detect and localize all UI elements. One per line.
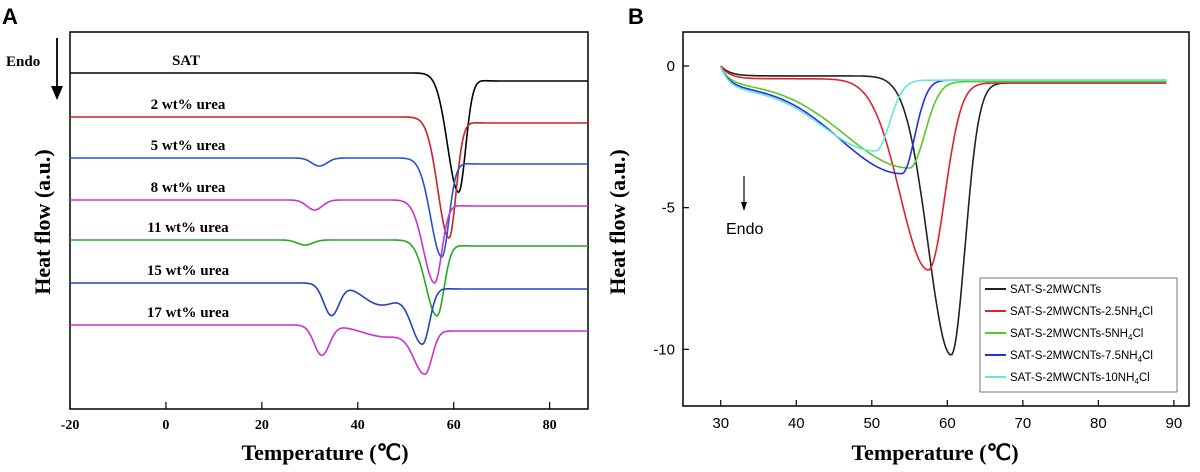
panel-a-plot-frame — [69, 31, 589, 410]
panel-b-legend-label: SAT-S-2MWCNTs-7.5NH4Cl — [1010, 350, 1153, 364]
panel-b-legend-label: SAT-S-2MWCNTs-5NH4Cl — [1010, 328, 1143, 342]
panel-b-legend-label: SAT-S-2MWCNTs — [1010, 284, 1101, 296]
panel-a-curve-line — [70, 282, 588, 346]
panel-a-letter: A — [2, 4, 18, 29]
panel-a-curve-line — [70, 116, 588, 240]
panel-a-curve-line — [70, 72, 588, 194]
panel-a-endo-arrow-icon — [51, 86, 63, 100]
panel-b-curve-line — [720, 65, 1167, 271]
panel-a-curve-label: 15 wt% urea — [147, 263, 230, 279]
panel-a-curve-line — [70, 199, 588, 284]
panel-a-x-tick-label: 20 — [255, 418, 269, 433]
panel-b-y-tick-label: 0 — [667, 58, 675, 75]
panel-a-curve-label: 17 wt% urea — [147, 305, 230, 321]
panel-a-curve-line — [70, 157, 588, 259]
panel-a-endo-label: Endo — [6, 54, 40, 70]
panel-b-x-axis-label: Temperature (℃) — [851, 440, 1018, 465]
panel-b-y-tick-label: -10 — [653, 341, 675, 358]
panel-b-plot-frame — [682, 31, 1190, 407]
panel-a-curve-line — [70, 239, 588, 317]
panel-a-curve-label: SAT — [172, 53, 200, 69]
panel-b-y-tick-label: -5 — [662, 200, 675, 217]
panel-b-x-tick-label: 80 — [1090, 415, 1107, 432]
panel-a-x-tick-label: 0 — [162, 418, 169, 433]
panel-a-curve-label: 8 wt% urea — [151, 180, 226, 196]
panel-b-x-tick-label: 40 — [788, 415, 805, 432]
panel-b-x-tick-label: 70 — [1015, 415, 1032, 432]
panel-a-x-tick-label: 80 — [543, 418, 557, 433]
panel-b-legend-label: SAT-S-2MWCNTs-10NH4Cl — [1010, 372, 1150, 386]
panel-b-endo-arrow-icon — [741, 202, 747, 211]
panel-b-x-tick-label: 30 — [712, 415, 729, 432]
panel-b-legend-box — [979, 277, 1178, 393]
panel-a-curve-label: 2 wt% urea — [151, 97, 226, 113]
panel-a-curve-label: 5 wt% urea — [151, 138, 226, 154]
panel-a-x-tick-label: 60 — [447, 418, 461, 433]
panel-a-x-ticks: -20 0 20 40 60 80 — [61, 402, 557, 433]
panel-a-x-tick-label: -20 — [61, 418, 80, 433]
panel-a-y-axis-label: Heat flow (a.u.) — [30, 149, 55, 294]
panel-b-curve-line — [720, 66, 1167, 169]
panel-b-endo-label: Endo — [726, 221, 763, 238]
panel-b-x-tick-label: 60 — [939, 415, 956, 432]
panel-a-x-axis-label: Temperature (℃) — [241, 440, 408, 465]
panel-b-y-axis-label: Heat flow (a.u.) — [605, 149, 630, 294]
panel-b-legend: SAT-S-2MWCNTs SAT-S-2MWCNTs-2.5NH4Cl SAT-S… — [979, 277, 1178, 393]
panel-a-x-tick-label: 40 — [351, 418, 365, 433]
panel-b-legend-label: SAT-S-2MWCNTs-2.5NH4Cl — [1010, 306, 1153, 320]
panel-a-curve-line — [70, 324, 588, 376]
panel-a-curve-labels: SAT 2 wt% urea 5 wt% urea 8 wt% urea 11 wt% … — [147, 53, 230, 321]
panel-a-curve-label: 11 wt% urea — [147, 220, 229, 236]
panel-b-x-tick-label: 90 — [1166, 415, 1183, 432]
panel-b-curves — [720, 65, 1167, 356]
panel-a-curves — [70, 72, 588, 376]
panel-b-ticks: 30 40 50 60 70 80 90 0 -5 -10 — [653, 58, 1182, 432]
panel-b-letter: B — [628, 4, 644, 29]
panel-b-curve-line — [720, 66, 1167, 152]
panel-b-x-tick-label: 50 — [863, 415, 880, 432]
